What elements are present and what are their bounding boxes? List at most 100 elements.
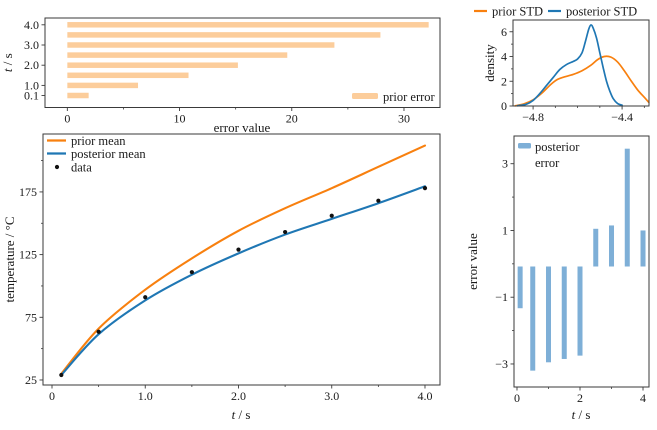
y-tick-label: 1.0	[24, 78, 39, 92]
bar	[67, 42, 335, 48]
x-tick-label: −4.4	[611, 110, 633, 124]
temperature-y-axis-label: temperature / °C	[2, 216, 17, 302]
scatter-point	[96, 329, 101, 334]
std-density-x-ticks: −4.8 −4.4	[522, 106, 645, 124]
bar	[67, 82, 139, 89]
mean-curve-prior-mean	[60, 144, 427, 375]
y-tick-label: 75	[25, 310, 37, 324]
x-tick-label: 30	[398, 112, 410, 126]
y-tick-label: 2	[501, 74, 507, 88]
prior-error-x-axis-label: error value	[214, 120, 271, 135]
bar	[640, 230, 646, 267]
legend-entry: prior mean	[47, 134, 126, 148]
scatter-point	[143, 295, 148, 300]
y-tick-label: 0.1	[24, 89, 39, 103]
legend-label: posterior	[535, 140, 580, 154]
legend-label: data	[71, 161, 92, 175]
scatter-point	[376, 198, 381, 203]
bar	[67, 92, 89, 99]
bar	[67, 72, 189, 79]
y-tick-label: 4.0	[24, 18, 39, 32]
chart-prior-error: 0 10 20 30 0.11.0 2.0 3.0 4.0 error value t / s pr…	[0, 17, 441, 135]
prior-error-y-ticks: 0.11.0 2.0 3.0 4.0	[24, 18, 45, 103]
bar	[561, 266, 567, 359]
y-tick-label: 4	[501, 50, 507, 64]
y-tick-label: 25	[25, 373, 37, 387]
legend-entry: data	[54, 161, 92, 175]
y-tick-label: 1	[502, 223, 508, 237]
y-tick-label: 3.0	[24, 38, 39, 52]
scatter-point	[329, 213, 334, 218]
density-curve-prior-STD	[514, 55, 650, 107]
x-tick-label: 0	[64, 112, 70, 126]
x-tick-label: 1.0	[138, 389, 153, 403]
bar	[545, 266, 551, 363]
bar	[67, 62, 238, 68]
posterior-error-x-axis-label: t / s	[572, 407, 591, 422]
chart-temperature: 0 1.0 2.0 3.0 4.0 25 75 125 175 t / s temperature …	[2, 133, 441, 422]
posterior-error-y-ticks: −3 −1 1 3	[495, 157, 514, 371]
density-curve-posterior-STD	[516, 24, 623, 107]
y-tick-label: 6	[501, 25, 507, 39]
y-tick-label: −3	[495, 357, 508, 371]
std-density-y-axis-label: density	[482, 44, 497, 82]
posterior-error-y-axis-label: error value	[465, 233, 480, 290]
posterior-error-spines	[513, 135, 650, 388]
std-density-y-ticks: 0 2 4 6	[501, 25, 513, 113]
legend-label: prior mean	[71, 134, 126, 148]
data-points	[59, 186, 428, 378]
x-tick-label: 2.0	[231, 389, 246, 403]
scatter-point	[236, 247, 241, 252]
bar	[67, 22, 429, 28]
legend-label: error	[535, 156, 560, 170]
y-tick-label: 3	[502, 157, 508, 171]
temperature-spines	[42, 133, 441, 386]
bar	[593, 228, 599, 267]
chart-std-density: −4.8 −4.4 0 2 4 6 density prior STD posterior ST…	[474, 5, 650, 124]
scatter-point	[189, 270, 194, 275]
legend-entry: posterior mean	[47, 147, 146, 161]
prior-error-legend: prior error	[352, 90, 436, 104]
mean-curve-posterior-mean	[60, 185, 427, 377]
std-density-spines	[512, 19, 650, 107]
bar	[577, 266, 583, 356]
bar	[67, 52, 288, 58]
legend-swatch	[352, 93, 378, 99]
legend-label: posterior STD	[566, 5, 637, 19]
y-tick-label: 0	[501, 99, 507, 113]
bar	[530, 266, 536, 371]
bar	[67, 32, 381, 38]
legend-swatch	[518, 143, 531, 149]
legend-entry: posterior error	[518, 140, 580, 170]
x-tick-label: −4.8	[522, 110, 544, 124]
x-tick-label: 0	[514, 391, 520, 405]
x-tick-label: 3.0	[324, 389, 339, 403]
scatter-point	[59, 372, 64, 378]
legend-label: prior error	[383, 90, 436, 104]
bar	[624, 148, 630, 267]
x-tick-label: 10	[174, 112, 186, 126]
temperature-y-ticks: 25 75 125 175	[19, 160, 43, 387]
y-tick-label: 125	[19, 248, 37, 262]
legend-entry: prior STD	[474, 5, 543, 19]
x-tick-label: 4	[640, 391, 646, 405]
posterior-error-legend: posterior error	[518, 140, 580, 170]
chart-posterior-error: 0 2 4 −3 −1 1 3 t / s error value posterior error	[465, 135, 650, 422]
prior-error-y-axis-label: t / s	[0, 53, 15, 72]
x-tick-label: 0	[49, 389, 55, 403]
legend-entry: prior error	[352, 90, 436, 104]
prior-error-bars	[67, 22, 429, 99]
scatter-point	[283, 229, 288, 235]
y-tick-label: 2.0	[24, 58, 39, 72]
legend-label: prior STD	[492, 5, 543, 19]
bar	[517, 266, 523, 309]
y-tick-label: −1	[495, 290, 508, 304]
x-tick-label: 2	[577, 391, 583, 405]
posterior-error-bars	[517, 148, 646, 371]
legend-entry: posterior STD	[548, 5, 637, 19]
prior-error-spines	[44, 17, 441, 108]
prior-error-x-ticks: 0 10 20 30	[64, 107, 410, 126]
bar	[609, 225, 615, 267]
